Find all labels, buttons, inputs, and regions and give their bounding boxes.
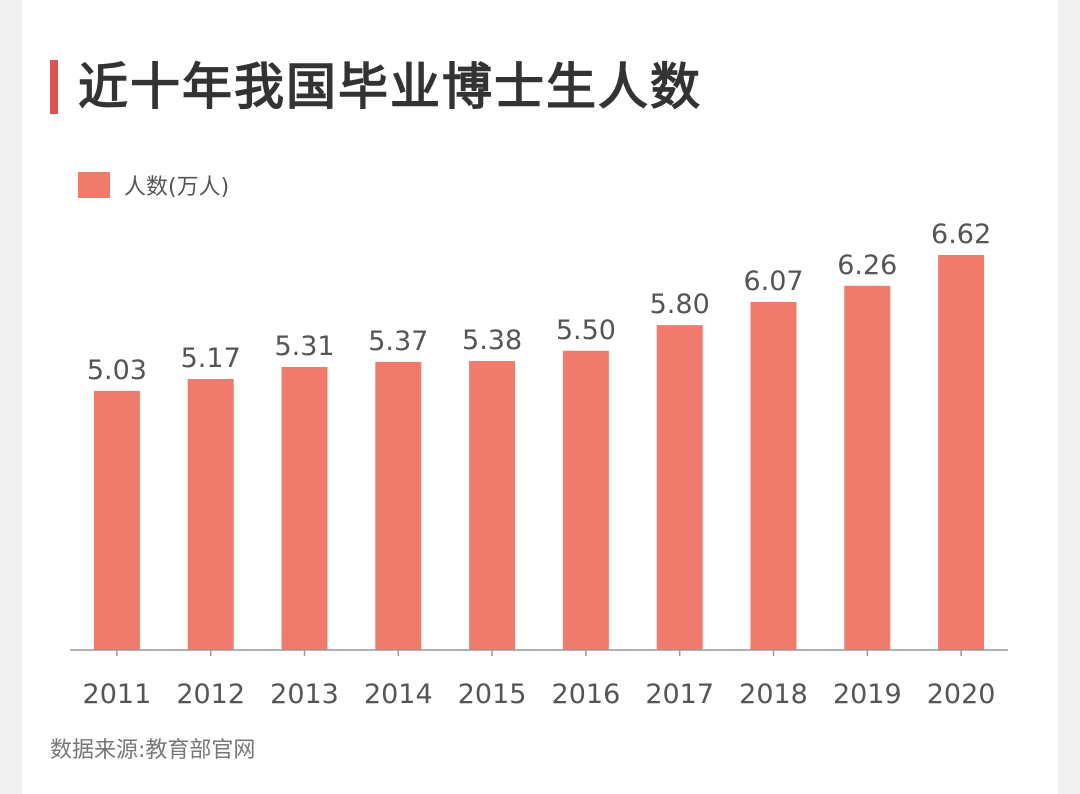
value-label-2013: 5.31 [274,331,334,362]
value-label-2015: 5.38 [462,325,522,356]
value-label-2020: 6.62 [931,219,991,250]
x-tick-label-2020: 2020 [927,679,996,710]
legend-label: 人数(万人) [124,175,230,200]
x-tick-label-2014: 2014 [364,679,433,710]
chart-title: 近十年我国毕业博士生人数 [78,58,702,116]
value-label-2019: 6.26 [837,250,897,281]
value-labels-layer: 5.03 5.17 5.31 5.37 5.38 5.50 5.80 6.07 6.26 6.62 [87,219,991,386]
value-label-2014: 5.37 [368,326,428,357]
bar-2016 [562,350,609,650]
x-tick-label-2013: 2013 [270,679,339,710]
x-tick-label-2016: 2016 [552,679,621,710]
bar-2020 [938,255,985,650]
bar-2018 [750,302,797,650]
x-tick-label-2017: 2017 [645,679,714,710]
bars-layer [93,255,985,650]
data-source-note: 数据来源:教育部官网 [50,738,256,763]
x-tick-labels-layer: 2011 2012 2013 2014 2015 2016 2017 2018 2019 2020 [83,679,996,710]
bar-2014 [375,361,422,650]
legend: 人数(万人) [78,167,229,203]
x-tick-label-2015: 2015 [458,679,527,710]
bar-2017 [656,325,703,650]
legend-swatch [78,172,110,198]
bar-2011 [93,390,140,650]
bar-2013 [281,367,328,650]
bar-2019 [844,285,891,650]
value-label-2011: 5.03 [87,355,147,386]
x-tick-label-2011: 2011 [83,679,152,710]
value-label-2012: 5.17 [181,343,241,374]
title-accent-bar [50,60,58,114]
bar-2015 [469,361,516,650]
x-tick-label-2019: 2019 [833,679,902,710]
x-tick-label-2018: 2018 [739,679,808,710]
value-label-2016: 5.50 [556,315,616,346]
x-ticks-layer [116,650,962,656]
bar-2012 [187,379,234,650]
value-label-2018: 6.07 [743,266,803,297]
value-label-2017: 5.80 [650,289,710,320]
x-tick-label-2012: 2012 [176,679,245,710]
